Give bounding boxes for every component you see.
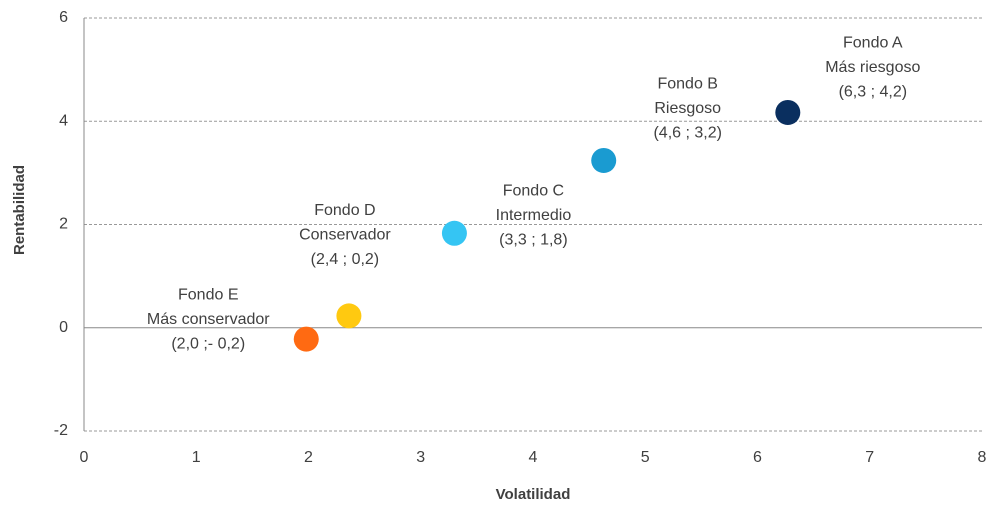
data-point bbox=[441, 220, 467, 246]
x-tick-label: 5 bbox=[641, 449, 650, 466]
x-tick-label: 6 bbox=[753, 449, 762, 466]
point-name: Fondo B bbox=[657, 76, 717, 93]
point-note: Intermedio bbox=[496, 207, 572, 224]
data-point bbox=[336, 303, 362, 329]
y-tick-label: -2 bbox=[54, 422, 68, 439]
value-label: (3,3 ; 1,8) bbox=[499, 231, 567, 248]
x-tick-label: 2 bbox=[304, 449, 313, 466]
y-tick-label: 2 bbox=[59, 216, 68, 233]
point-name: Fondo D bbox=[314, 202, 375, 219]
point-name: Fondo A bbox=[843, 35, 903, 52]
y-tick-label: 4 bbox=[59, 112, 68, 129]
y-axis-title: Rentabilidad bbox=[11, 165, 28, 255]
x-tick-label: 0 bbox=[80, 449, 89, 466]
y-tick-label: 0 bbox=[59, 319, 68, 336]
value-label: (2,0 ;- 0,2) bbox=[171, 335, 245, 352]
value-label: (6,3 ; 4,2) bbox=[839, 84, 907, 101]
value-label: (4,6 ; 3,2) bbox=[653, 125, 721, 142]
x-tick-label: 8 bbox=[978, 449, 987, 466]
point-note: Más conservador bbox=[147, 311, 270, 328]
point-name: Fondo C bbox=[503, 182, 564, 199]
point-note: Conservador bbox=[299, 227, 391, 244]
point-note: Riesgoso bbox=[654, 100, 721, 117]
point-name: Fondo E bbox=[178, 286, 238, 303]
value-label: (2,4 ; 0,2) bbox=[311, 251, 379, 268]
data-point bbox=[591, 147, 617, 173]
x-tick-label: 4 bbox=[529, 449, 538, 466]
data-point bbox=[775, 99, 801, 125]
point-note: Más riesgoso bbox=[825, 59, 920, 76]
x-tick-label: 3 bbox=[416, 449, 425, 466]
x-axis-title: Volatilidad bbox=[496, 486, 571, 503]
x-tick-label: 7 bbox=[865, 449, 874, 466]
y-tick-label: 6 bbox=[59, 9, 68, 26]
data-point bbox=[293, 326, 319, 352]
x-tick-label: 1 bbox=[192, 449, 201, 466]
